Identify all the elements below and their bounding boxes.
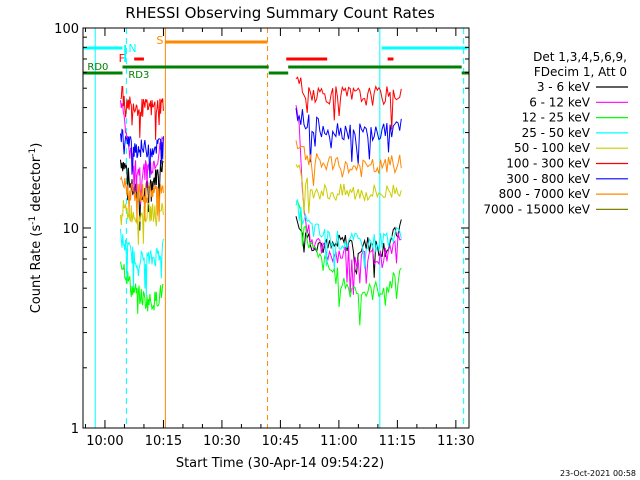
- series-line-12-25keV: [120, 261, 164, 314]
- legend-header-line2: FDecim 1, Att 0: [534, 65, 627, 79]
- series-line-100-300keV: [120, 85, 164, 140]
- series-line-50-100keV: [120, 199, 164, 245]
- series-line-100-300keV: [295, 76, 402, 130]
- legend: Det 1,3,4,5,6,9, FDecim 1, Att 0 3 - 6 k…: [483, 50, 628, 216]
- x-tick-label: 10:00: [86, 434, 123, 449]
- rd0-label: RD0: [87, 62, 108, 73]
- series-line-3-6keV: [120, 159, 164, 231]
- series-layer: [120, 76, 402, 326]
- series-line-25-50keV: [120, 228, 164, 296]
- legend-label: 6 - 12 keV: [529, 95, 591, 109]
- legend-header-line1: Det 1,3,4,5,6,9,: [533, 50, 627, 64]
- series-line-800-7000keV: [295, 140, 402, 186]
- flag-layer: NF S RD0 RD3: [83, 28, 469, 428]
- y-axis-label: Count Rate (s-1 detector-1): [28, 143, 44, 314]
- series-line-300-800keV: [120, 128, 164, 179]
- x-tick-label: 10:30: [203, 434, 240, 449]
- x-tick-label: 11:15: [379, 434, 416, 449]
- x-axis-label: Start Time (30-Apr-14 09:54:22): [176, 456, 384, 471]
- legend-label: 50 - 100 keV: [514, 141, 591, 155]
- n-flag-label: N: [128, 42, 136, 55]
- f-flag-label: F: [119, 52, 125, 65]
- y-tick-label: 10: [62, 222, 79, 237]
- x-tick-label: 11:30: [437, 434, 474, 449]
- y-tick-label: 1: [71, 422, 79, 437]
- axes-layer: 10:00 10:15 10:30 10:45 11:00 11:15 11:30 1 10 10…: [54, 22, 474, 449]
- x-tick-label: 11:00: [320, 434, 357, 449]
- legend-label: 7000 - 15000 keV: [483, 202, 590, 216]
- series-line-300-800keV: [295, 108, 402, 165]
- x-tick-label: 10:45: [262, 434, 299, 449]
- series-line-12-25keV: [295, 200, 402, 326]
- legend-label: 300 - 800 keV: [506, 172, 590, 186]
- x-tick-label: 10:15: [145, 434, 182, 449]
- y-tick-label: 100: [54, 22, 79, 37]
- legend-label: 100 - 300 keV: [506, 157, 590, 171]
- series-line-50-100keV: [295, 164, 402, 214]
- legend-label: 800 - 7000 keV: [499, 187, 591, 201]
- legend-label: 12 - 25 keV: [522, 111, 591, 125]
- series-line-25-50keV: [295, 199, 402, 270]
- legend-label: 25 - 50 keV: [522, 126, 591, 140]
- s-flag-label: S: [156, 34, 163, 47]
- legend-label: 3 - 6 keV: [537, 80, 591, 94]
- chart-title: RHESSI Observing Summary Count Rates: [125, 4, 435, 22]
- series-line-6-12keV: [120, 100, 164, 205]
- footer-timestamp: 23-Oct-2021 00:58: [560, 469, 636, 478]
- rd3-label: RD3: [128, 70, 149, 81]
- series-line-6-12keV: [295, 105, 402, 295]
- series-line-800-7000keV: [120, 175, 164, 223]
